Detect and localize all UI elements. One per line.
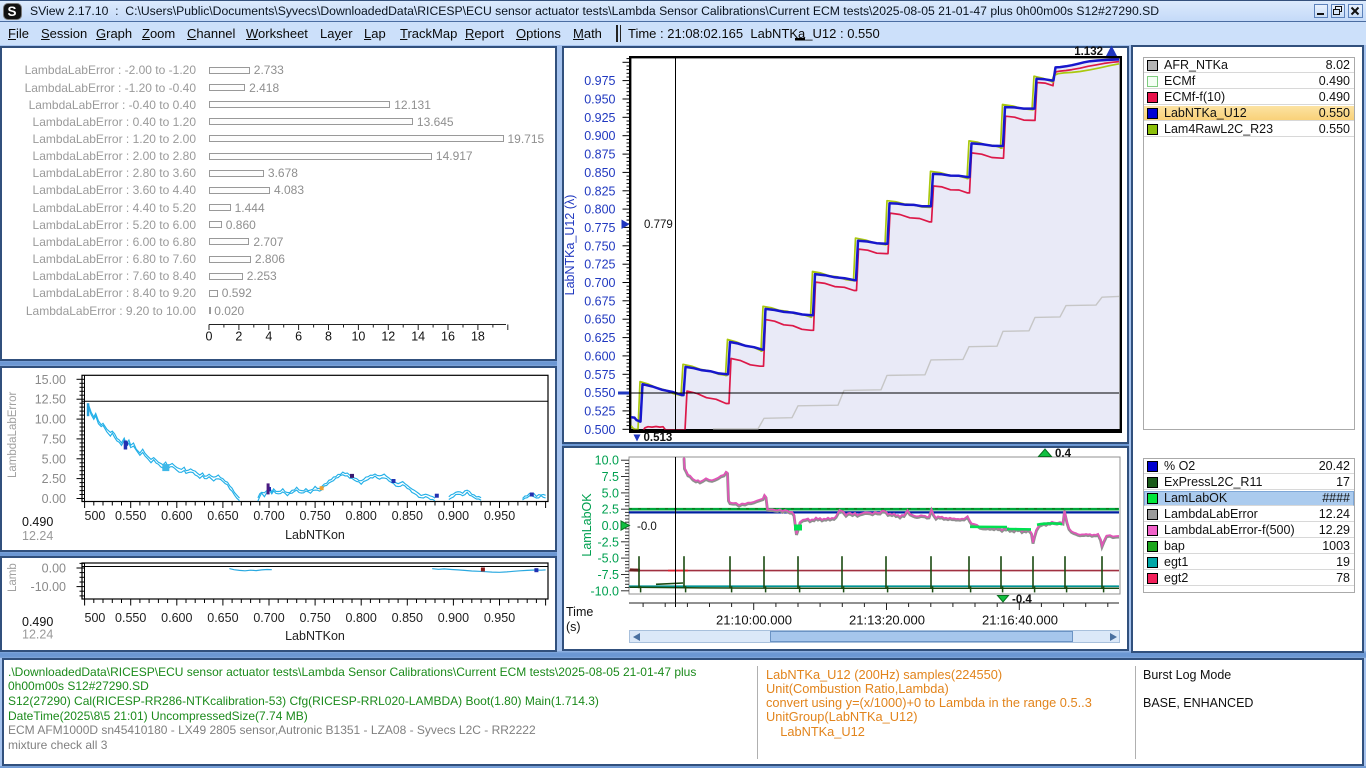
svg-text:-7.5: -7.5 — [597, 568, 619, 582]
svg-text:0.750: 0.750 — [299, 611, 330, 625]
svg-text:0.900: 0.900 — [438, 611, 469, 625]
svg-text:18: 18 — [471, 330, 485, 344]
svg-text:0.750: 0.750 — [299, 509, 330, 523]
svg-text:0.700: 0.700 — [584, 276, 615, 290]
svg-text:2: 2 — [235, 330, 242, 344]
svg-text:Time: Time — [566, 605, 593, 619]
svg-text:LabNTKa_U12 (λ): LabNTKa_U12 (λ) — [563, 195, 577, 296]
svg-text:10.0: 10.0 — [595, 454, 619, 468]
svg-text:0.950: 0.950 — [484, 509, 515, 523]
svg-text:7.50: 7.50 — [42, 432, 66, 446]
svg-text:12.24: 12.24 — [22, 628, 53, 642]
svg-text:0.900: 0.900 — [438, 509, 469, 523]
svg-text:0.900: 0.900 — [584, 129, 615, 143]
svg-text:5.0: 5.0 — [602, 486, 619, 500]
svg-text:LabNTKon: LabNTKon — [285, 629, 345, 643]
svg-text:21:10:00.000: 21:10:00.000 — [716, 613, 792, 628]
svg-text:12.50: 12.50 — [35, 393, 66, 407]
svg-text:-2.5: -2.5 — [597, 535, 619, 549]
svg-text:0.700: 0.700 — [253, 509, 284, 523]
svg-text:-5.0: -5.0 — [597, 552, 619, 566]
svg-text:0.550: 0.550 — [115, 509, 146, 523]
svg-text:2.50: 2.50 — [42, 472, 66, 486]
svg-text:0.650: 0.650 — [584, 313, 615, 327]
svg-text:0.550: 0.550 — [115, 611, 146, 625]
svg-text:0.550: 0.550 — [584, 386, 615, 400]
svg-text:0.625: 0.625 — [584, 331, 615, 345]
svg-text:0.600: 0.600 — [161, 611, 192, 625]
svg-text:15.00: 15.00 — [35, 373, 66, 387]
svg-text:LabNTKon: LabNTKon — [285, 528, 345, 542]
svg-text:0.490: 0.490 — [22, 515, 53, 529]
svg-text:0.950: 0.950 — [584, 93, 615, 107]
svg-text:8: 8 — [325, 330, 332, 344]
svg-text:0.650: 0.650 — [207, 509, 238, 523]
svg-text:0.700: 0.700 — [253, 611, 284, 625]
svg-text:-10.00: -10.00 — [31, 580, 66, 594]
svg-text:0.600: 0.600 — [584, 349, 615, 363]
svg-text:LambdaLabError: LambdaLabError — [7, 392, 19, 478]
svg-text:0.779: 0.779 — [644, 219, 673, 231]
svg-text:0.00: 0.00 — [42, 562, 66, 576]
svg-text:10.00: 10.00 — [35, 413, 66, 427]
svg-text:0.800: 0.800 — [584, 203, 615, 217]
svg-text:0.775: 0.775 — [584, 221, 615, 235]
svg-text:4: 4 — [265, 330, 272, 344]
svg-text:0.850: 0.850 — [584, 166, 615, 180]
svg-text:0.513: 0.513 — [644, 432, 673, 444]
svg-text:(s): (s) — [566, 620, 581, 634]
svg-text:0.825: 0.825 — [584, 184, 615, 198]
svg-text:0.850: 0.850 — [392, 509, 423, 523]
svg-text:12: 12 — [381, 330, 395, 344]
svg-text:-0.0: -0.0 — [637, 521, 657, 533]
svg-text:0.525: 0.525 — [584, 404, 615, 418]
svg-text:0.750: 0.750 — [584, 239, 615, 253]
svg-text:0: 0 — [206, 330, 213, 344]
svg-text:21:13:20.000: 21:13:20.000 — [849, 613, 925, 628]
svg-text:0.725: 0.725 — [584, 258, 615, 272]
svg-text:0.800: 0.800 — [346, 509, 377, 523]
svg-text:0.800: 0.800 — [346, 611, 377, 625]
svg-text:1.132: 1.132 — [1074, 46, 1103, 58]
svg-text:0.500: 0.500 — [584, 423, 615, 437]
svg-text:500: 500 — [85, 509, 106, 523]
svg-text:LamLabOK: LamLabOK — [580, 493, 594, 557]
svg-text:0.675: 0.675 — [584, 294, 615, 308]
svg-text:0.490: 0.490 — [22, 615, 53, 629]
svg-text:6: 6 — [295, 330, 302, 344]
svg-text:0.4: 0.4 — [1055, 448, 1072, 460]
svg-text:0.650: 0.650 — [207, 611, 238, 625]
svg-text:0.950: 0.950 — [484, 611, 515, 625]
svg-text:16: 16 — [441, 330, 455, 344]
svg-text:12.24: 12.24 — [22, 529, 53, 543]
svg-text:500: 500 — [85, 611, 106, 625]
svg-text:Lamb: Lamb — [7, 563, 19, 592]
svg-text:21:16:40.000: 21:16:40.000 — [982, 613, 1058, 628]
svg-text:0.875: 0.875 — [584, 148, 615, 162]
svg-text:7.5: 7.5 — [602, 470, 619, 484]
svg-text:-10.0: -10.0 — [591, 584, 620, 598]
svg-text:0.600: 0.600 — [161, 509, 192, 523]
svg-text:10: 10 — [351, 330, 365, 344]
svg-text:0.575: 0.575 — [584, 368, 615, 382]
svg-text:0.975: 0.975 — [584, 74, 615, 88]
svg-text:0.850: 0.850 — [392, 611, 423, 625]
svg-text:-0.4: -0.4 — [1012, 594, 1032, 606]
svg-text:5.00: 5.00 — [42, 452, 66, 466]
svg-text:14: 14 — [411, 330, 425, 344]
svg-text:0.0: 0.0 — [602, 519, 619, 533]
svg-text:2.5: 2.5 — [602, 503, 619, 517]
svg-text:0.925: 0.925 — [584, 111, 615, 125]
svg-text:0.00: 0.00 — [42, 492, 66, 506]
